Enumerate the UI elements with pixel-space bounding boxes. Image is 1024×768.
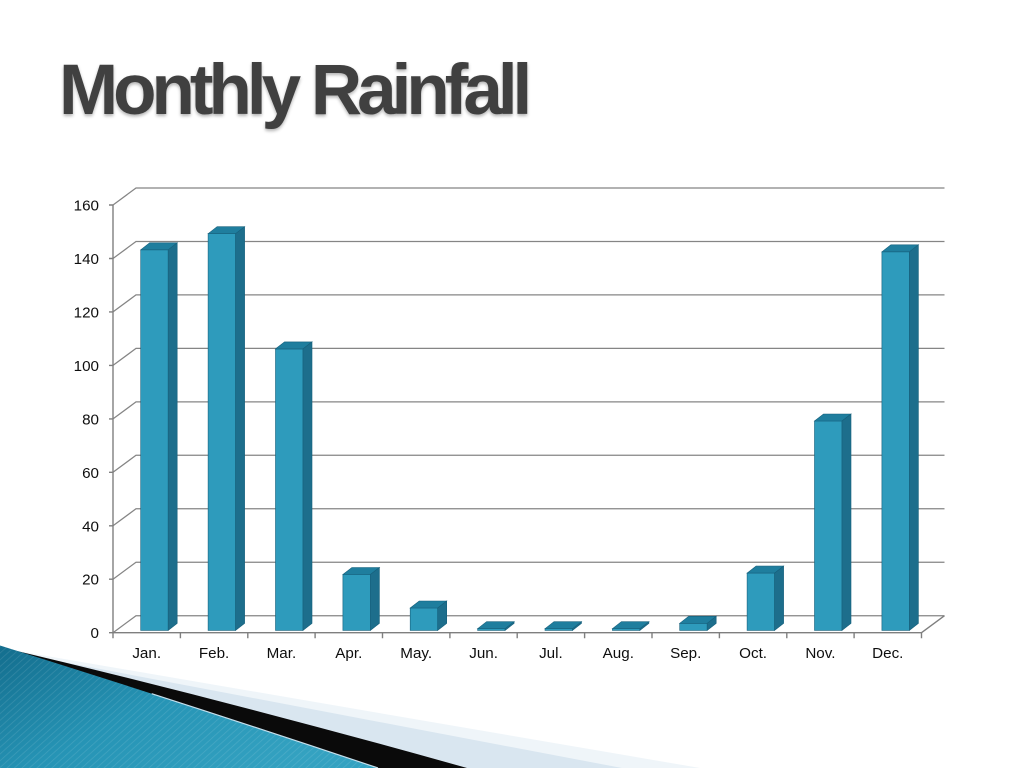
svg-text:Jul.: Jul. xyxy=(539,645,563,662)
svg-text:Aug.: Aug. xyxy=(603,645,634,662)
svg-text:20: 20 xyxy=(82,572,99,589)
svg-text:Sep.: Sep. xyxy=(670,645,701,662)
svg-text:0: 0 xyxy=(91,625,99,642)
svg-text:Nov.: Nov. xyxy=(805,645,835,662)
svg-text:Feb.: Feb. xyxy=(199,645,229,662)
svg-text:May.: May. xyxy=(400,645,432,662)
svg-text:Oct.: Oct. xyxy=(739,645,767,662)
svg-text:80: 80 xyxy=(82,411,99,428)
svg-text:Dec.: Dec. xyxy=(872,645,903,662)
svg-text:Apr.: Apr. xyxy=(335,645,362,662)
svg-text:Jun.: Jun. xyxy=(469,645,498,662)
svg-text:100: 100 xyxy=(74,358,99,375)
svg-text:140: 140 xyxy=(74,251,99,268)
svg-text:Jan.: Jan. xyxy=(132,645,161,662)
svg-text:160: 160 xyxy=(74,198,99,215)
svg-text:60: 60 xyxy=(82,465,99,482)
svg-text:Mar.: Mar. xyxy=(267,645,297,662)
svg-text:120: 120 xyxy=(74,304,99,321)
svg-text:40: 40 xyxy=(82,518,99,535)
